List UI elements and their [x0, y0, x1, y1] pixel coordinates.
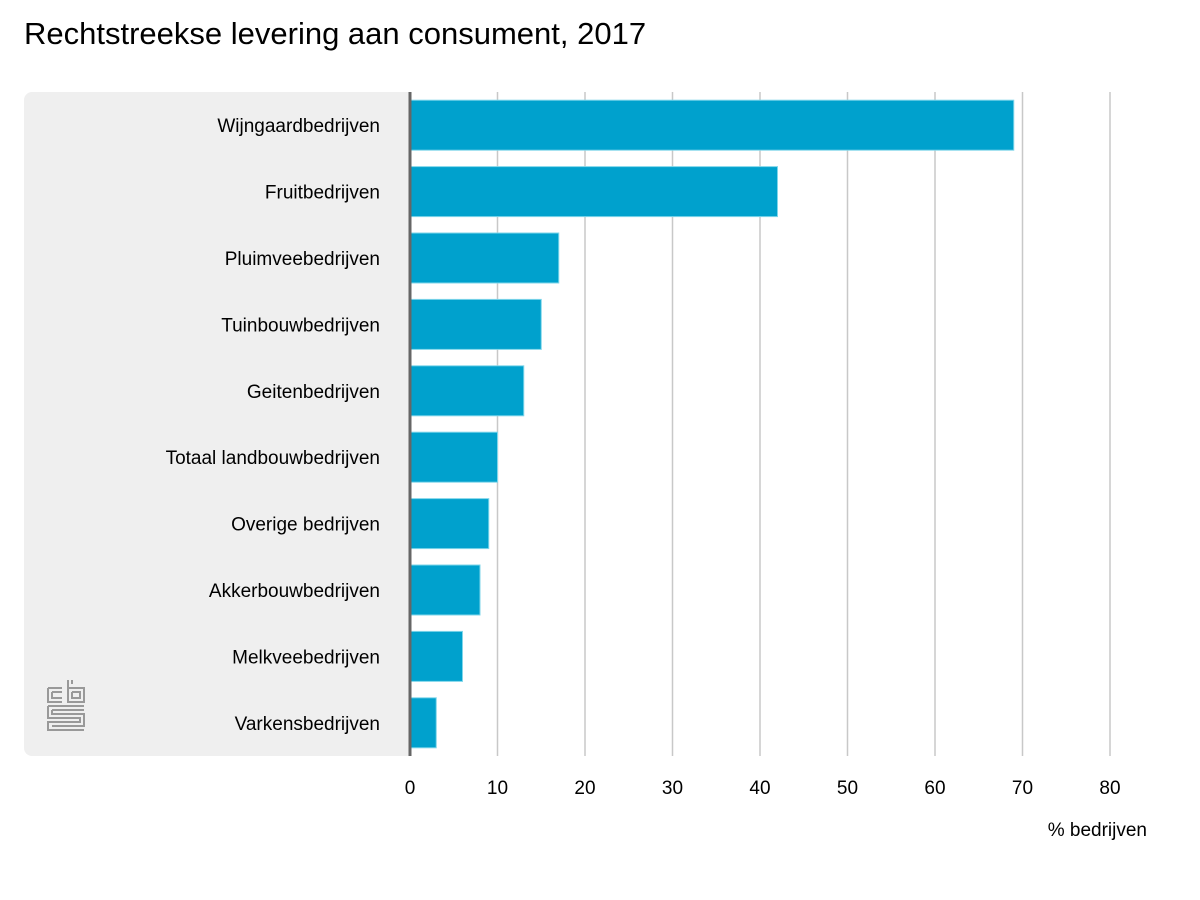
category-label: Varkensbedrijven	[235, 714, 380, 735]
category-label-panel	[24, 92, 410, 756]
bar	[409, 166, 778, 218]
bar	[409, 564, 481, 616]
x-tick-label: 70	[1012, 778, 1033, 799]
bar	[409, 232, 560, 284]
category-labels: Wijngaardbedrijven Fruitbedrijven Pluimvee…	[166, 116, 380, 735]
category-label: Tuinbouwbedrijven	[221, 315, 380, 336]
x-tick-label: 40	[749, 778, 770, 799]
x-tick-label: 50	[837, 778, 858, 799]
category-label: Pluimveebedrijven	[225, 249, 380, 270]
category-label: Fruitbedrijven	[265, 183, 380, 204]
x-tick-label: 60	[924, 778, 945, 799]
bar	[409, 365, 525, 417]
bar	[409, 498, 490, 550]
bar	[409, 298, 542, 350]
category-label: Akkerbouwbedrijven	[209, 581, 380, 602]
x-tick-label: 10	[487, 778, 508, 799]
x-tick-label: 0	[405, 778, 416, 799]
gridlines	[496, 92, 1111, 756]
category-label: Totaal landbouwbedrijven	[166, 448, 380, 469]
bars	[409, 99, 1015, 749]
x-tick-label: 80	[1099, 778, 1120, 799]
x-tick-label: 20	[574, 778, 595, 799]
bar	[409, 99, 1015, 151]
x-tick-labels: 0 10 20 30 40 50 60 70 80	[405, 778, 1121, 799]
bar	[409, 630, 463, 682]
x-axis-title: % bedrijven	[1048, 820, 1147, 841]
cbs-logo-icon	[47, 680, 85, 731]
category-label: Wijngaardbedrijven	[217, 116, 380, 137]
x-tick-label: 30	[662, 778, 683, 799]
category-label: Melkveebedrijven	[232, 647, 380, 668]
bar	[409, 431, 498, 483]
chart-title: Rechtstreekse levering aan consument, 20…	[24, 16, 647, 51]
category-label: Geitenbedrijven	[247, 382, 380, 403]
category-label: Overige bedrijven	[231, 515, 380, 536]
bar	[409, 697, 437, 749]
